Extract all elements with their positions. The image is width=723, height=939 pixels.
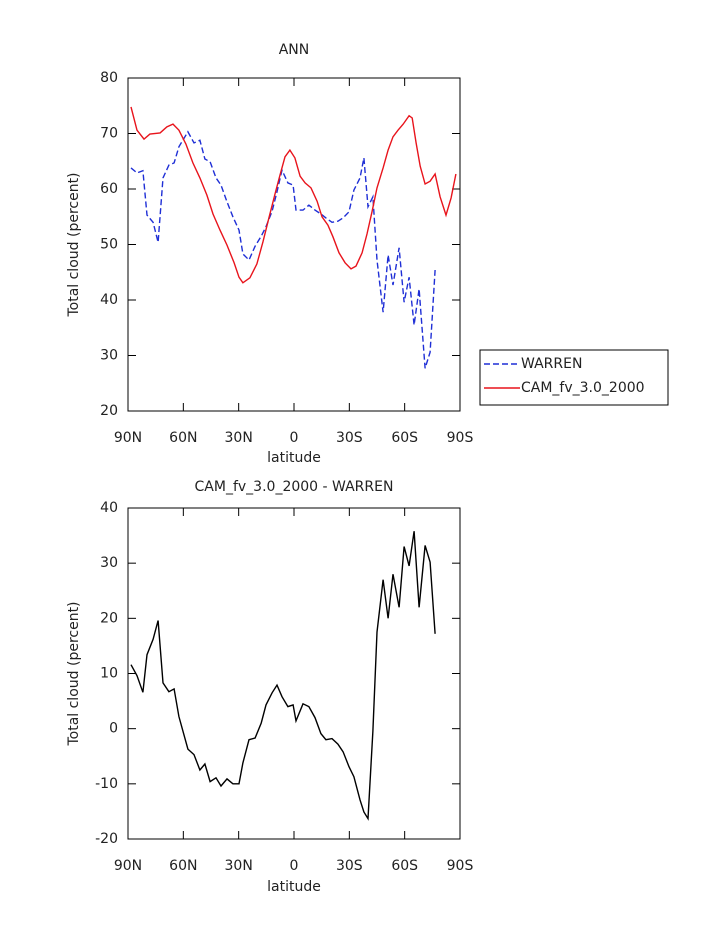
x-tick-label: 60S: [391, 430, 418, 446]
y-tick-label: 0: [109, 721, 118, 737]
legend-frame: [479, 349, 669, 406]
x-tick-label: 0: [290, 430, 299, 446]
y-tick-label: 20: [100, 610, 118, 626]
legend: WARREN CAM_fv_3.0_2000: [479, 349, 669, 406]
x-tick-label: 30N: [225, 430, 253, 446]
plot-frame: [127, 77, 461, 412]
legend-label: CAM_fv_3.0_2000: [521, 380, 645, 396]
y-axis-label: Total cloud (percent): [66, 601, 82, 746]
x-tick-label: 30S: [336, 430, 363, 446]
y-axis-label: Total cloud (percent): [66, 172, 82, 317]
chart-title: ANN: [279, 42, 310, 58]
y-tick-label: 30: [100, 348, 118, 364]
x-tick-label: 60N: [169, 430, 197, 446]
y-tick-label: 80: [100, 70, 118, 86]
y-tick-label: 60: [100, 181, 118, 197]
chart-title: CAM_fv_3.0_2000 - WARREN: [195, 479, 394, 495]
y-tick-label: 10: [100, 666, 118, 682]
y-tick-label: 40: [100, 500, 118, 516]
x-tick-label: 60S: [391, 858, 418, 874]
legend-label: WARREN: [521, 356, 582, 372]
data-line: [130, 106, 457, 284]
data-line: [130, 130, 436, 369]
y-tick-label: 20: [100, 403, 118, 419]
x-axis-label: latitude: [267, 450, 321, 466]
y-tick-label: 40: [100, 292, 118, 308]
y-tick-label: 50: [100, 237, 118, 253]
x-tick-label: 90N: [114, 430, 142, 446]
data-line: [130, 531, 436, 821]
x-tick-label: 90S: [447, 430, 474, 446]
y-tick-label: -20: [95, 831, 118, 847]
x-tick-label: 90N: [114, 858, 142, 874]
x-tick-label: 30S: [336, 858, 363, 874]
y-tick-label: -10: [95, 776, 118, 792]
y-tick-label: 30: [100, 555, 118, 571]
x-tick-label: 90S: [447, 858, 474, 874]
x-axis-label: latitude: [267, 879, 321, 895]
x-tick-label: 60N: [169, 858, 197, 874]
x-tick-label: 0: [290, 858, 299, 874]
x-tick-label: 30N: [225, 858, 253, 874]
y-tick-label: 70: [100, 126, 118, 142]
